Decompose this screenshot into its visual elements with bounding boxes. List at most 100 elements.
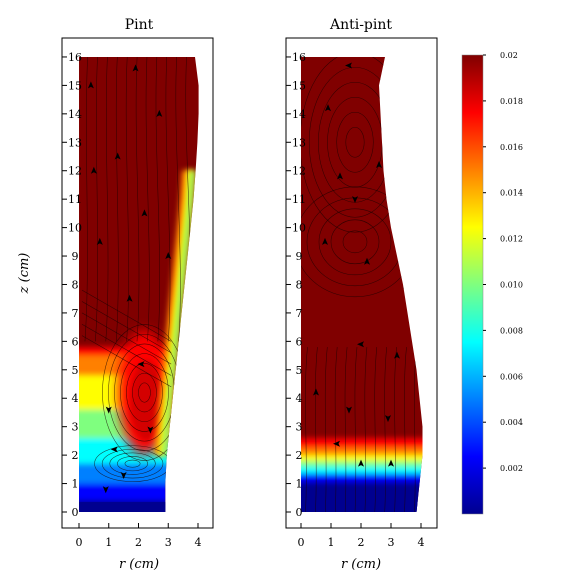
y-tick-label: 4 [296, 392, 303, 405]
streamline [315, 347, 318, 513]
flow-arrow [358, 459, 364, 467]
colorbar-tick-label: 0.004 [500, 418, 523, 427]
streamline [384, 347, 387, 513]
streamline [324, 347, 328, 513]
y-tick-label: 1 [296, 478, 303, 491]
flow-arrow [120, 472, 127, 480]
y-tick-label: 2 [296, 449, 303, 462]
streamline [165, 56, 171, 342]
streamline [374, 347, 378, 513]
y-tick-label: 13 [68, 136, 82, 149]
field-band [301, 448, 423, 457]
flow-arrow [364, 257, 370, 265]
streamline [115, 56, 119, 342]
panel-title-anti-pint: Anti-pint [329, 17, 392, 33]
field-band [301, 466, 423, 475]
colorbar-tick-label: 0.016 [500, 143, 523, 152]
field-band [301, 455, 423, 462]
y-tick-label: 6 [296, 335, 303, 348]
colorbar-tick-label: 0.006 [500, 372, 523, 381]
flow-arrow [90, 166, 97, 174]
colorbar-tick-label: 0.008 [500, 326, 523, 335]
colorbar-ticks: 0.02 0.018 0.016 0.014 0.012 0.010 0.008 0.006 0… [483, 51, 523, 473]
colorbar-tick-label: 0.012 [500, 235, 523, 244]
y-tick-label: 13 [292, 136, 306, 149]
x-tick-label: 3 [165, 536, 172, 549]
y-tick-label: 14 [68, 108, 82, 121]
x-tick-label: 0 [76, 536, 83, 549]
y-tick-label: 3 [296, 421, 303, 434]
vortex-core-high [130, 360, 163, 441]
flow-arrow [388, 459, 394, 467]
streamline [344, 347, 348, 513]
streamline [81, 335, 172, 388]
streamline [330, 219, 380, 265]
flow-arrow [345, 62, 352, 69]
field-band [79, 502, 199, 513]
panel-anti-pint: Anti-pint 0 1 2 3 4012345678910111213141516 … [285, 17, 438, 572]
streamline [120, 353, 169, 432]
streamline [155, 56, 160, 342]
x-axis-label-pint: r (cm) [119, 557, 159, 572]
colorbar-tick-label: 0.010 [500, 281, 523, 290]
y-axis-label-pint: z (cm) [17, 253, 32, 295]
y-tick-label: 10 [68, 222, 82, 235]
y-tick-label: 15 [68, 79, 82, 92]
y-tick-label: 10 [292, 222, 306, 235]
x-tick-label: 4 [418, 536, 425, 549]
flow-arrow [87, 81, 94, 89]
streamline [345, 127, 365, 158]
y-tick-label: 7 [72, 307, 79, 320]
panel-title-pint: Pint [125, 17, 154, 33]
flow-arrow [352, 196, 358, 204]
colorbar: 0.02 0.018 0.016 0.014 0.012 0.010 0.008 0.006 0… [461, 51, 523, 515]
streamline [125, 56, 129, 342]
field-band [301, 500, 423, 513]
colorbar-tick-label: 0.02 [500, 51, 518, 60]
y-tick-label: 12 [68, 165, 82, 178]
flow-arrow [114, 152, 121, 160]
streamline [138, 382, 151, 403]
flow-arrow [96, 237, 103, 245]
y-tick-label: 0 [296, 506, 303, 519]
flow-arrow [126, 294, 133, 302]
y-tick-label: 12 [292, 165, 306, 178]
y-tick-label: 4 [72, 392, 79, 405]
streamline [81, 312, 172, 365]
heatmap-anti-pint [301, 56, 423, 513]
y-tick-label: 6 [72, 335, 79, 348]
field-band [79, 347, 170, 358]
x-axis-label-anti-pint: r (cm) [341, 557, 381, 572]
flow-arrow [313, 388, 319, 396]
x-tick-label: 0 [298, 536, 305, 549]
flow-arrow [376, 161, 382, 169]
x-tick-label: 2 [135, 536, 142, 549]
y-tick-label: 16 [68, 51, 82, 64]
streamline [404, 347, 407, 513]
x-tick-label: 2 [358, 536, 365, 549]
flow-arrow [322, 237, 328, 245]
y-tick-label: 2 [72, 449, 79, 462]
streamline [124, 459, 141, 468]
y-tick-label: 8 [72, 278, 79, 291]
x-tick-label: 3 [388, 536, 395, 549]
y-tick-label: 5 [72, 364, 79, 377]
streamline [175, 56, 181, 342]
colorbar-tick-label: 0.018 [500, 97, 523, 106]
streamline [81, 289, 172, 342]
streamline [101, 448, 164, 479]
flow-arrow [165, 252, 172, 260]
x-tick-label: 4 [195, 536, 202, 549]
flow-arrow [132, 64, 139, 72]
streamline [334, 347, 338, 513]
streamline [342, 230, 368, 254]
flow-arrow [137, 361, 145, 368]
streamline [81, 324, 172, 376]
y-tick-label: 3 [72, 421, 79, 434]
y-tick-label: 9 [296, 250, 303, 263]
streamline [81, 301, 172, 353]
y-tick-label: 0 [72, 506, 79, 519]
streamline [394, 347, 397, 513]
y-tick-label: 7 [296, 307, 303, 320]
